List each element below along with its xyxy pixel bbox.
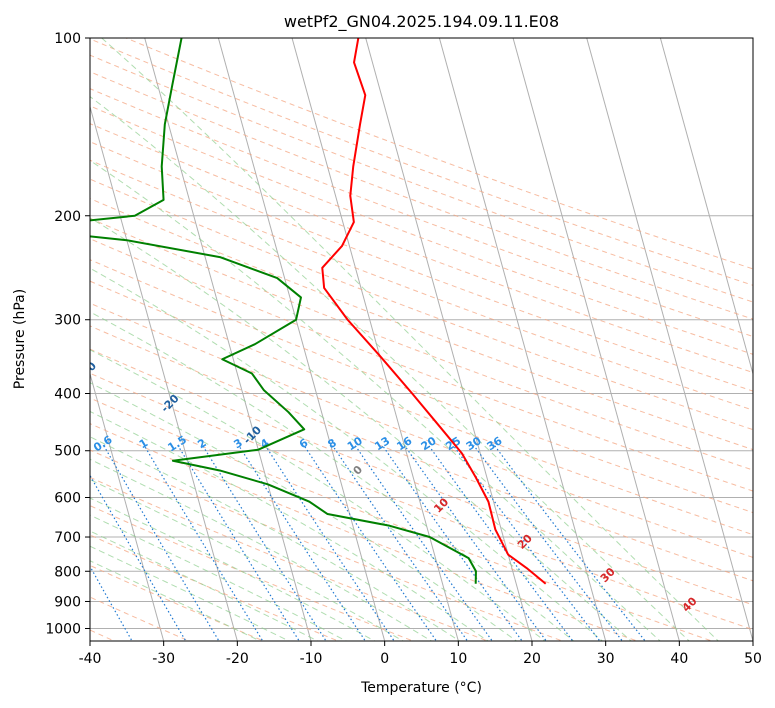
moist-adiabat-line (90, 530, 319, 641)
y-tick-label: 500 (54, 444, 81, 460)
isotherm-line (512, 38, 680, 641)
x-tick-label: -30 (152, 651, 175, 667)
dry-adiabat-line (90, 325, 753, 582)
isotherm-line (90, 104, 238, 641)
mixing-ratio-line (238, 445, 367, 641)
dry-adiabat-line (90, 71, 753, 320)
isotherm-line (659, 38, 753, 376)
moist-adiabat-line (101, 38, 719, 641)
x-tick-label: 10 (449, 651, 467, 667)
mixing-ratio-line (177, 445, 300, 641)
y-tick-label: 800 (54, 564, 81, 580)
moist-adiabat-line (90, 458, 433, 641)
x-tick-label: 40 (670, 651, 688, 667)
plot-frame (89, 37, 754, 642)
x-tick-label: 50 (744, 651, 762, 667)
mixing-ratio-line (428, 445, 574, 641)
moist-adiabat-line (90, 217, 632, 641)
dry-adiabat-line (90, 505, 415, 641)
x-tick-label: 0 (380, 651, 389, 667)
dewpoint-profile-line (90, 38, 477, 584)
mixing-ratio-line (103, 445, 220, 641)
isotherm-line (365, 38, 533, 641)
x-tick-label: 30 (597, 651, 615, 667)
moist-adiabat-line (90, 382, 518, 641)
y-tick-label: 200 (54, 209, 81, 225)
mixing-ratio-line (303, 445, 438, 641)
dry-adiabat-line (90, 105, 753, 355)
y-tick-label: 600 (54, 490, 81, 506)
dry-adiabat-line (90, 54, 753, 303)
x-tick-label: -40 (79, 651, 102, 667)
x-tick-label: -20 (226, 651, 249, 667)
dry-adiabat-line (90, 217, 753, 471)
dry-adiabat-label: -30 (76, 359, 99, 382)
dry-adiabat-line (90, 302, 753, 558)
isotherm-line (438, 38, 607, 641)
mixing-ratio-line (494, 445, 646, 641)
chart-title: wetPf2_GN04.2025.194.09.11.E08 (284, 12, 559, 32)
y-tick-label: 1000 (45, 621, 81, 637)
moist-adiabat-line (90, 311, 575, 641)
x-tick-label: 20 (523, 651, 541, 667)
y-tick-label: 900 (54, 594, 81, 610)
mixing-ratio-line (143, 445, 264, 641)
dry-adiabat-line (90, 280, 753, 536)
y-axis-label: Pressure (hPa) (12, 289, 28, 389)
moist-adiabat-line (90, 514, 348, 641)
profiles (90, 38, 547, 585)
dry-adiabat-line (90, 372, 753, 631)
moist-adiabat-line (90, 159, 661, 641)
x-tick-label: -10 (300, 651, 323, 667)
isotherm-line (586, 38, 753, 641)
mixing-ratio-line (332, 445, 469, 641)
dry-adiabat-line (90, 123, 753, 374)
isotherm-line (90, 371, 165, 641)
y-tick-label: 700 (54, 530, 81, 546)
y-tick-label: 300 (54, 313, 81, 329)
moist-adiabat-line (90, 349, 546, 641)
mixing-ratio-line (90, 474, 187, 641)
mixing-ratio-line (404, 445, 548, 641)
y-tick-label: 400 (54, 387, 81, 403)
temperature-profile-line (321, 38, 547, 585)
dry-adiabat-line (90, 88, 753, 338)
mixing-ratio-line (264, 445, 395, 641)
x-axis-label: Temperature (°C) (360, 680, 482, 696)
dry-adiabat-line (90, 348, 753, 606)
isotherm-line (217, 38, 386, 641)
dry-adiabat-line (90, 159, 753, 411)
moist-adiabat-line (90, 267, 604, 641)
dry-adiabat-line (90, 534, 340, 641)
moist-adiabat-line (90, 436, 461, 641)
dry-adiabat-line (124, 38, 753, 270)
mixing-ratio-line (202, 445, 327, 641)
mixing-ratio-line (452, 445, 601, 641)
y-tick-label: 100 (54, 31, 81, 47)
moist-adiabat-line (90, 478, 405, 641)
isotherm-line (144, 38, 312, 641)
moist-adiabat-line (90, 95, 690, 641)
dry-adiabat-line (90, 38, 753, 286)
moist-adiabat-line (90, 410, 489, 641)
axis-ticks: -40 -30 -20 -10 0 10 20 30 40 50 100 200 300 400 500 60… (45, 31, 762, 667)
dry-adiabat-line (90, 238, 753, 492)
